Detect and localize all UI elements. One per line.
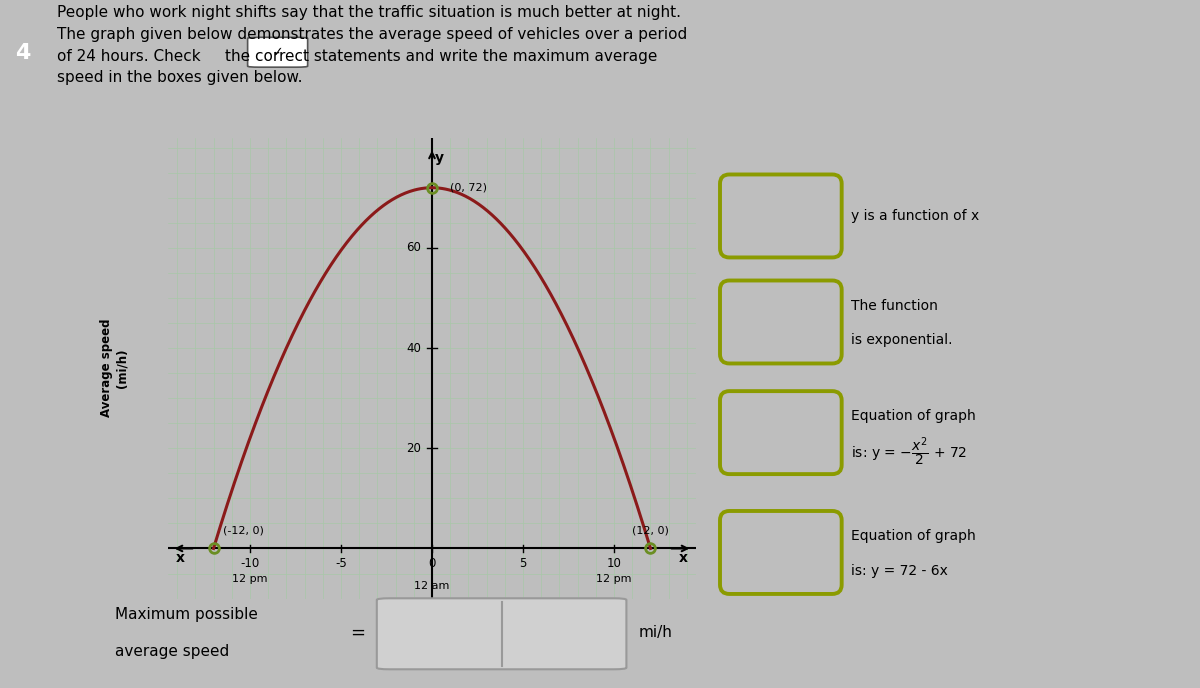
Text: y: y: [434, 151, 444, 164]
Text: is exponential.: is exponential.: [851, 334, 953, 347]
Text: 12 pm: 12 pm: [596, 574, 632, 583]
Text: ✓: ✓: [272, 46, 283, 58]
Text: x: x: [679, 552, 688, 566]
Text: (12, 0): (12, 0): [632, 526, 668, 536]
Text: 4: 4: [16, 43, 30, 63]
Text: Equation of graph: Equation of graph: [851, 409, 976, 424]
Text: (0, 72): (0, 72): [450, 183, 487, 193]
Text: 40: 40: [407, 341, 421, 354]
Text: Equation of graph: Equation of graph: [851, 529, 976, 544]
Text: (-12, 0): (-12, 0): [223, 526, 264, 536]
FancyBboxPatch shape: [720, 391, 841, 474]
Text: -5: -5: [335, 557, 347, 570]
Text: is: y = 72 - 6x: is: y = 72 - 6x: [851, 564, 948, 578]
Text: Maximum possible: Maximum possible: [115, 608, 258, 623]
Text: x: x: [176, 552, 185, 566]
Text: 12 pm: 12 pm: [232, 574, 268, 583]
Text: is: y = $-\dfrac{x^2}{2}$ + 72: is: y = $-\dfrac{x^2}{2}$ + 72: [851, 435, 967, 468]
Text: The function: The function: [851, 299, 938, 313]
Text: 5: 5: [520, 557, 527, 570]
FancyBboxPatch shape: [720, 281, 841, 363]
FancyBboxPatch shape: [377, 599, 626, 669]
Text: mi/h: mi/h: [638, 625, 673, 641]
Text: average speed: average speed: [115, 643, 229, 658]
FancyBboxPatch shape: [247, 37, 307, 67]
Text: 60: 60: [407, 241, 421, 255]
Text: =: =: [350, 624, 366, 642]
FancyBboxPatch shape: [720, 511, 841, 594]
Text: -10: -10: [240, 557, 259, 570]
Text: 10: 10: [607, 557, 622, 570]
Text: y is a function of x: y is a function of x: [851, 209, 979, 223]
Text: People who work night shifts say that the traffic situation is much better at ni: People who work night shifts say that th…: [58, 6, 688, 85]
Text: 20: 20: [407, 442, 421, 455]
Text: 12 am: 12 am: [414, 581, 450, 591]
Text: 0: 0: [428, 557, 436, 570]
Text: Average speed
(mi/h): Average speed (mi/h): [100, 319, 128, 418]
FancyBboxPatch shape: [720, 175, 841, 257]
